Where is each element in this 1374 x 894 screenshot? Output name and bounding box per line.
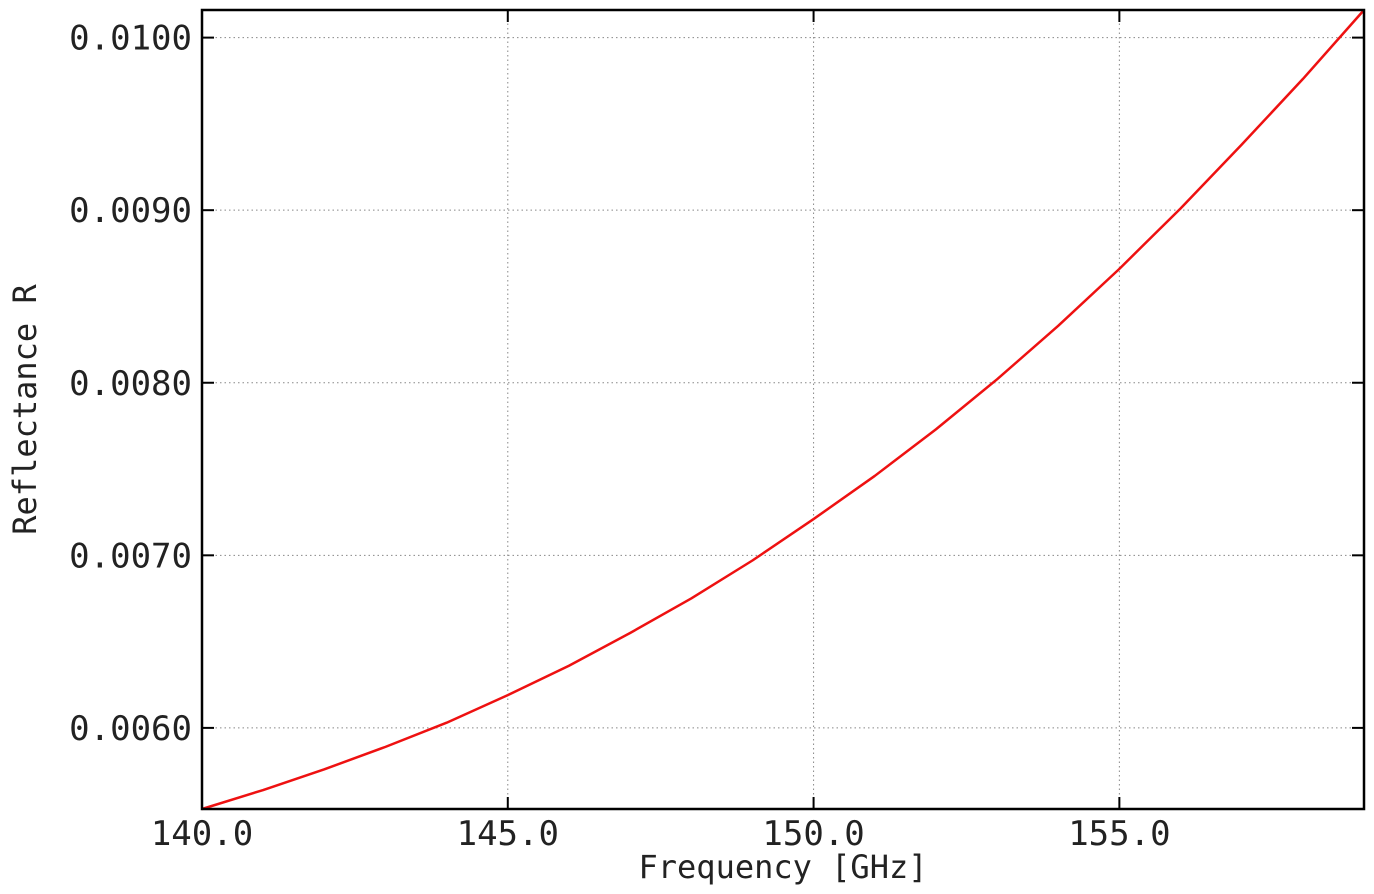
x-tick-label: 150.0 [762, 814, 864, 854]
series-layer [201, 9, 1365, 811]
y-tick-label: 0.0080 [69, 364, 192, 404]
series-line [201, 9, 1365, 811]
plot-frame [200, 8, 1366, 811]
y-tick-label: 0.0070 [69, 536, 192, 576]
y-tick-label: 0.0100 [69, 19, 192, 59]
grid-lines [201, 10, 1364, 809]
x-tick-labels: 140.0 145.0 150.0 155.0 [151, 814, 1171, 854]
x-tick-label: 155.0 [1068, 814, 1170, 854]
y-tick-label: 0.0090 [69, 191, 192, 231]
y-tick-label: 0.0060 [69, 709, 192, 749]
y-axis-label: Reflectance R [6, 284, 44, 535]
x-axis-label: Frequency [GHz] [639, 848, 928, 886]
y-tick-labels: 0.0060 0.0070 0.0080 0.0090 0.0100 [69, 19, 192, 749]
tick-marks [201, 10, 1364, 809]
x-tick-label: 145.0 [457, 814, 559, 854]
x-tick-label: 140.0 [151, 814, 253, 854]
